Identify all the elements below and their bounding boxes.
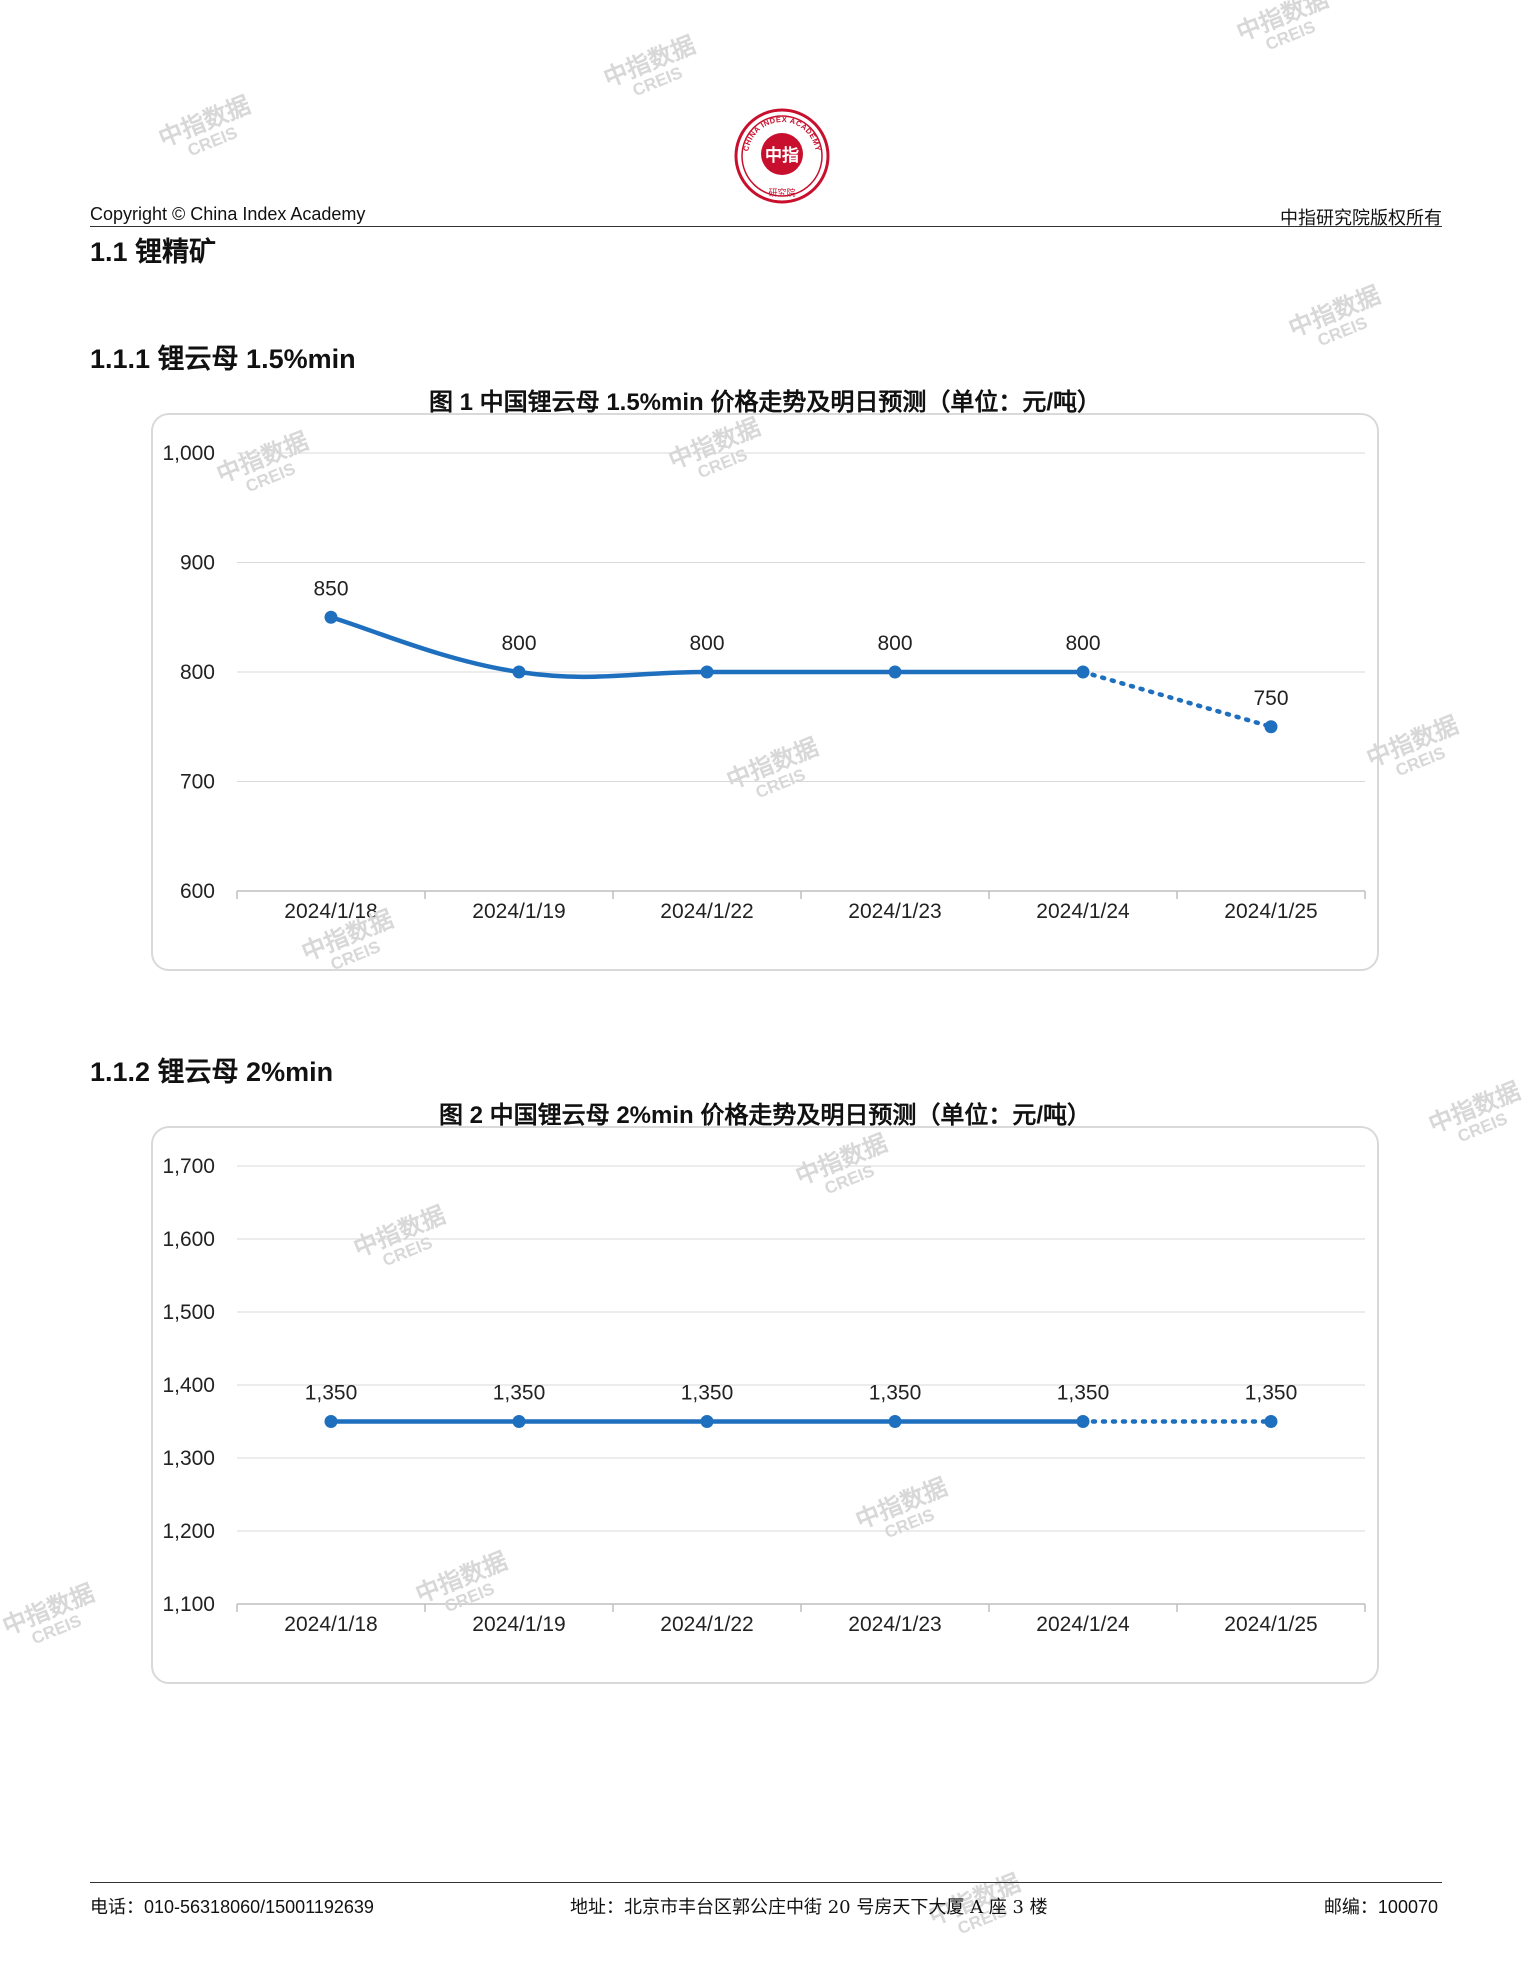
chart-2-frame: 1,100 1,200 1,300 1,400 1,500 1,600 1,700 2024/… (151, 1126, 1379, 1684)
y-tick-label: 1,500 (162, 1301, 215, 1324)
x-tick-label: 2024/1/23 (848, 1613, 941, 1636)
data-label: 1,350 (493, 1382, 546, 1405)
watermark: 中指数据 CREIS (1285, 281, 1385, 351)
watermark: 中指数据 CREIS (155, 91, 255, 161)
data-point (700, 1415, 714, 1428)
subsection-title-1: 1.1.1 锂云母 1.5%min (90, 344, 356, 374)
x-tick-label: 2024/1/24 (1036, 900, 1130, 923)
data-label: 750 (1253, 687, 1288, 710)
x-tick-label: 2024/1/25 (1224, 900, 1317, 923)
data-point (512, 1415, 526, 1428)
y-tick-label: 700 (180, 771, 215, 794)
data-point (512, 665, 526, 679)
data-label: 850 (313, 577, 348, 600)
x-tick-label: 2024/1/25 (1224, 1613, 1317, 1636)
data-point (1264, 1415, 1278, 1428)
watermark: 中指数据 CREIS (0, 1579, 99, 1649)
y-tick-label: 1,300 (162, 1447, 215, 1470)
data-label: 1,350 (1245, 1382, 1298, 1405)
x-tick-label: 2024/1/19 (472, 1613, 565, 1636)
data-point (1076, 665, 1090, 679)
x-tick-label: 2024/1/24 (1036, 1613, 1130, 1636)
data-point (324, 1415, 338, 1428)
data-label: 800 (689, 632, 724, 655)
data-label: 1,350 (1057, 1382, 1110, 1405)
x-tick-label: 2024/1/23 (848, 900, 941, 923)
x-tick-label: 2024/1/18 (284, 900, 377, 923)
y-tick-label: 1,600 (162, 1228, 215, 1251)
chart-1-frame: 600 700 800 900 1,000 2024/1/18 2024/1/19 2024/… (151, 413, 1379, 971)
footer-postcode: 邮编：100070 (1323, 1897, 1438, 1917)
y-tick-label: 600 (180, 880, 215, 903)
logo-bottom-text: 研究院 (768, 187, 795, 199)
data-label: 800 (501, 632, 536, 655)
y-tick-label: 1,400 (162, 1374, 215, 1397)
footer-divider (90, 1882, 1442, 1883)
watermark: 中指数据 CREIS (600, 31, 700, 101)
y-tick-label: 1,200 (162, 1520, 215, 1543)
data-label: 1,350 (305, 1382, 358, 1405)
data-point (1076, 1415, 1090, 1428)
y-tick-label: 800 (180, 661, 215, 684)
y-tick-label: 1,000 (162, 442, 215, 465)
china-index-academy-logo: CHINA INDEX ACADEMY 中指 研究院 (734, 108, 830, 204)
x-tick-label: 2024/1/22 (660, 1613, 753, 1636)
data-point (324, 610, 338, 624)
subsection-title-2: 1.1.2 锂云母 2%min (90, 1057, 334, 1087)
data-point (888, 665, 902, 679)
y-tick-label: 1,100 (162, 1593, 215, 1616)
chart-1-plot: 600 700 800 900 1,000 2024/1/18 2024/1/19 2024/… (162, 442, 1366, 923)
watermark: 中指数据 CREIS (1233, 0, 1333, 55)
chart-2-plot: 1,100 1,200 1,300 1,400 1,500 1,600 1,700 2024/… (162, 1155, 1366, 1636)
data-point (888, 1415, 902, 1428)
series-line-forecast (1080, 669, 1274, 729)
x-tick-label: 2024/1/22 (660, 900, 753, 923)
chart-1-caption: 图 1 中国锂云母 1.5%min 价格走势及明日预测（单位：元/吨） (428, 389, 1102, 416)
logo-center-text: 中指 (765, 145, 799, 166)
y-tick-label: 1,700 (162, 1155, 215, 1178)
data-label: 800 (1065, 632, 1100, 655)
footer-phone: 电话：010-56318060/15001192639 (90, 1897, 374, 1917)
logo-seal-icon: CHINA INDEX ACADEMY 中指 研究院 (734, 108, 830, 204)
data-label: 1,350 (869, 1382, 922, 1405)
data-label: 1,350 (681, 1382, 734, 1405)
header-divider (90, 226, 1442, 227)
x-tick-label: 2024/1/19 (472, 900, 565, 923)
y-tick-label: 900 (180, 552, 215, 575)
copyright-text: Copyright © China Index Academy (90, 204, 366, 224)
chart-2-caption: 图 2 中国锂云母 2%min 价格走势及明日预测（单位：元/吨） (438, 1102, 1092, 1129)
data-point (1264, 720, 1278, 734)
data-point (700, 665, 714, 679)
x-tick-label: 2024/1/18 (284, 1613, 377, 1636)
data-label: 800 (877, 632, 912, 655)
section-title: 1.1 锂精矿 (90, 237, 217, 267)
footer-address: 地址：北京市丰台区郭公庄中街 20 号房天下大厦 A 座 3 楼 (570, 1897, 1048, 1918)
rights-text: 中指研究院版权所有 (1280, 208, 1442, 229)
